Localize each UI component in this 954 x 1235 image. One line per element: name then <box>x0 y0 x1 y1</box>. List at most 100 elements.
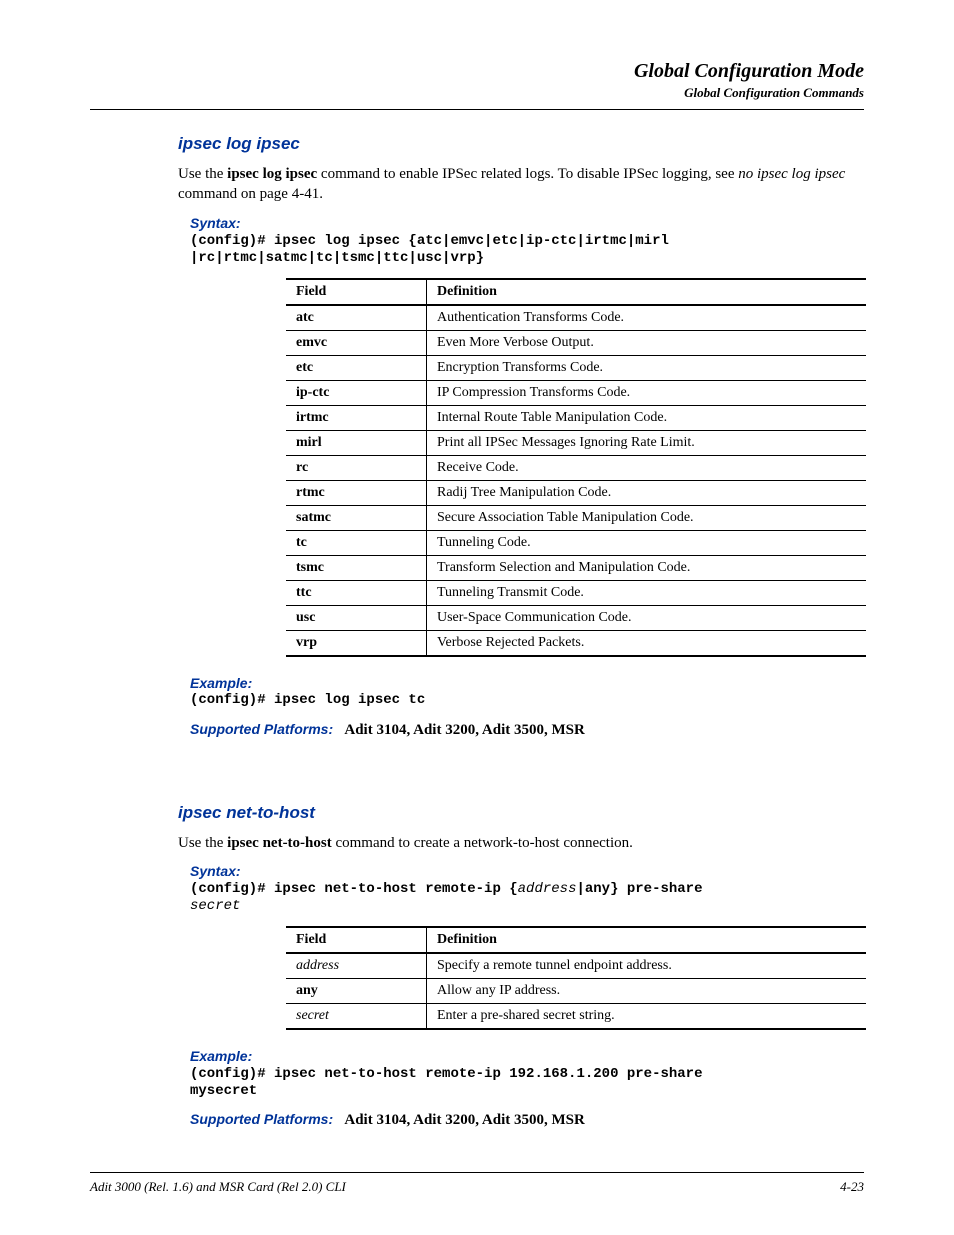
intro-ref: no ipsec log ipsec <box>738 166 845 182</box>
table-row: emvcEven More Verbose Output. <box>286 330 866 355</box>
field-cell: usc <box>286 605 427 630</box>
field-cell: tsmc <box>286 555 427 580</box>
field-cell: atc <box>286 305 427 331</box>
table-row: vrpVerbose Rejected Packets. <box>286 630 866 656</box>
example-line: mysecret <box>190 1083 257 1099</box>
table-row: mirlPrint all IPSec Messages Ignoring Ra… <box>286 430 866 455</box>
platforms-value: Adit 3104, Adit 3200, Adit 3500, MSR <box>344 1112 584 1128</box>
header-subtitle: Global Configuration Commands <box>90 85 864 101</box>
platforms-text: Adit 3104, Adit 3200, Adit 3500, MSR <box>337 1112 585 1128</box>
syntax-part: |any} pre-share <box>576 881 702 897</box>
table-row: tsmcTransform Selection and Manipulation… <box>286 555 866 580</box>
syntax-label: Syntax: <box>190 215 286 231</box>
def-cell: Even More Verbose Output. <box>427 330 867 355</box>
footer-left: Adit 3000 (Rel. 1.6) and MSR Card (Rel 2… <box>90 1179 346 1194</box>
table-row: tcTunneling Code. <box>286 530 866 555</box>
def-cell: Receive Code. <box>427 455 867 480</box>
syntax-row: Syntax: (config)# ipsec net-to-host remo… <box>90 863 864 914</box>
header-title: Global Configuration Mode <box>90 60 864 83</box>
platforms-row: Supported Platforms: Adit 3104, Adit 320… <box>90 721 864 739</box>
page-header: Global Configuration Mode Global Configu… <box>90 60 864 101</box>
field-cell: etc <box>286 355 427 380</box>
syntax-content: (config)# ipsec net-to-host remote-ip {a… <box>190 880 830 914</box>
field-cell: tc <box>286 530 427 555</box>
def-cell: Print all IPSec Messages Ignoring Rate L… <box>427 430 867 455</box>
platforms-label: Supported Platforms: <box>190 1111 333 1127</box>
def-cell: User-Space Communication Code. <box>427 605 867 630</box>
intro-cmd: ipsec log ipsec <box>227 166 317 182</box>
page-footer: Adit 3000 (Rel. 1.6) and MSR Card (Rel 2… <box>90 1172 864 1195</box>
syntax-label: Syntax: <box>190 863 286 879</box>
def-cell: Secure Association Table Manipulation Co… <box>427 505 867 530</box>
table-header-row: Field Definition <box>286 927 866 953</box>
platforms-row: Supported Platforms: Adit 3104, Adit 320… <box>90 1111 864 1129</box>
def-cell: Transform Selection and Manipulation Cod… <box>427 555 867 580</box>
field-cell: rtmc <box>286 480 427 505</box>
table-row: irtmcInternal Route Table Manipulation C… <box>286 405 866 430</box>
th-def: Definition <box>427 279 867 305</box>
section2-intro: Use the ipsec net-to-host command to cre… <box>90 833 864 853</box>
syntax-row: Syntax: (config)# ipsec log ipsec {atc|e… <box>90 215 864 266</box>
table-row: secretEnter a pre-shared secret string. <box>286 1003 866 1029</box>
syntax-arg: address <box>518 881 577 897</box>
table-row: anyAllow any IP address. <box>286 978 866 1003</box>
syntax-part: (config)# ipsec net-to-host remote-ip { <box>190 881 518 897</box>
field-cell: ttc <box>286 580 427 605</box>
section1-table: Field Definition atcAuthentication Trans… <box>286 278 866 657</box>
def-cell: Specify a remote tunnel endpoint address… <box>427 953 867 979</box>
intro-text: command on page 4-41. <box>178 186 323 202</box>
table-row: atcAuthentication Transforms Code. <box>286 305 866 331</box>
field-cell: secret <box>286 1003 427 1029</box>
section2-table: Field Definition addressSpecify a remote… <box>286 926 866 1030</box>
example-row: Example: (config)# ipsec log ipsec tc <box>90 675 864 709</box>
table-row: addressSpecify a remote tunnel endpoint … <box>286 953 866 979</box>
table-row: rtmcRadij Tree Manipulation Code. <box>286 480 866 505</box>
header-rule <box>90 109 864 110</box>
section1-title: ipsec log ipsec <box>90 134 864 154</box>
def-cell: Radij Tree Manipulation Code. <box>427 480 867 505</box>
example-text: (config)# ipsec log ipsec tc <box>190 692 830 708</box>
field-cell: irtmc <box>286 405 427 430</box>
intro-text: Use the <box>178 835 227 851</box>
th-def: Definition <box>427 927 867 953</box>
platforms-label: Supported Platforms: <box>190 721 333 737</box>
footer-right: 4-23 <box>840 1179 864 1195</box>
table-header-row: Field Definition <box>286 279 866 305</box>
syntax-line: (config)# ipsec log ipsec {atc|emvc|etc|… <box>190 233 669 249</box>
def-cell: Encryption Transforms Code. <box>427 355 867 380</box>
syntax-content: (config)# ipsec log ipsec {atc|emvc|etc|… <box>190 232 830 266</box>
section1-intro: Use the ipsec log ipsec command to enabl… <box>90 164 864 205</box>
def-cell: Tunneling Transmit Code. <box>427 580 867 605</box>
intro-text: command to create a network-to-host conn… <box>332 835 633 851</box>
field-cell: ip-ctc <box>286 380 427 405</box>
def-cell: Allow any IP address. <box>427 978 867 1003</box>
th-field: Field <box>286 927 427 953</box>
intro-cmd: ipsec net-to-host <box>227 835 332 851</box>
intro-text: command to enable IPSec related logs. To… <box>317 166 738 182</box>
example-row: Example: (config)# ipsec net-to-host rem… <box>90 1048 864 1099</box>
field-cell: satmc <box>286 505 427 530</box>
field-cell: address <box>286 953 427 979</box>
def-cell: Internal Route Table Manipulation Code. <box>427 405 867 430</box>
table-row: uscUser-Space Communication Code. <box>286 605 866 630</box>
table-row: rcReceive Code. <box>286 455 866 480</box>
def-cell: Authentication Transforms Code. <box>427 305 867 331</box>
def-cell: Tunneling Code. <box>427 530 867 555</box>
table-row: satmcSecure Association Table Manipulati… <box>286 505 866 530</box>
table-row: etcEncryption Transforms Code. <box>286 355 866 380</box>
field-cell: any <box>286 978 427 1003</box>
platforms-text: Adit 3104, Adit 3200, Adit 3500, MSR <box>337 722 585 738</box>
page: Global Configuration Mode Global Configu… <box>0 0 954 1235</box>
field-cell: mirl <box>286 430 427 455</box>
syntax-line: |rc|rtmc|satmc|tc|tsmc|ttc|usc|vrp} <box>190 250 484 266</box>
def-cell: IP Compression Transforms Code. <box>427 380 867 405</box>
platforms-value: Adit 3104, Adit 3200, Adit 3500, MSR <box>344 722 584 738</box>
field-cell: vrp <box>286 630 427 656</box>
def-cell: Verbose Rejected Packets. <box>427 630 867 656</box>
syntax-arg: secret <box>190 898 240 914</box>
section-gap <box>90 751 864 803</box>
th-field: Field <box>286 279 427 305</box>
field-cell: emvc <box>286 330 427 355</box>
example-content: (config)# ipsec net-to-host remote-ip 19… <box>190 1065 830 1099</box>
field-cell: rc <box>286 455 427 480</box>
